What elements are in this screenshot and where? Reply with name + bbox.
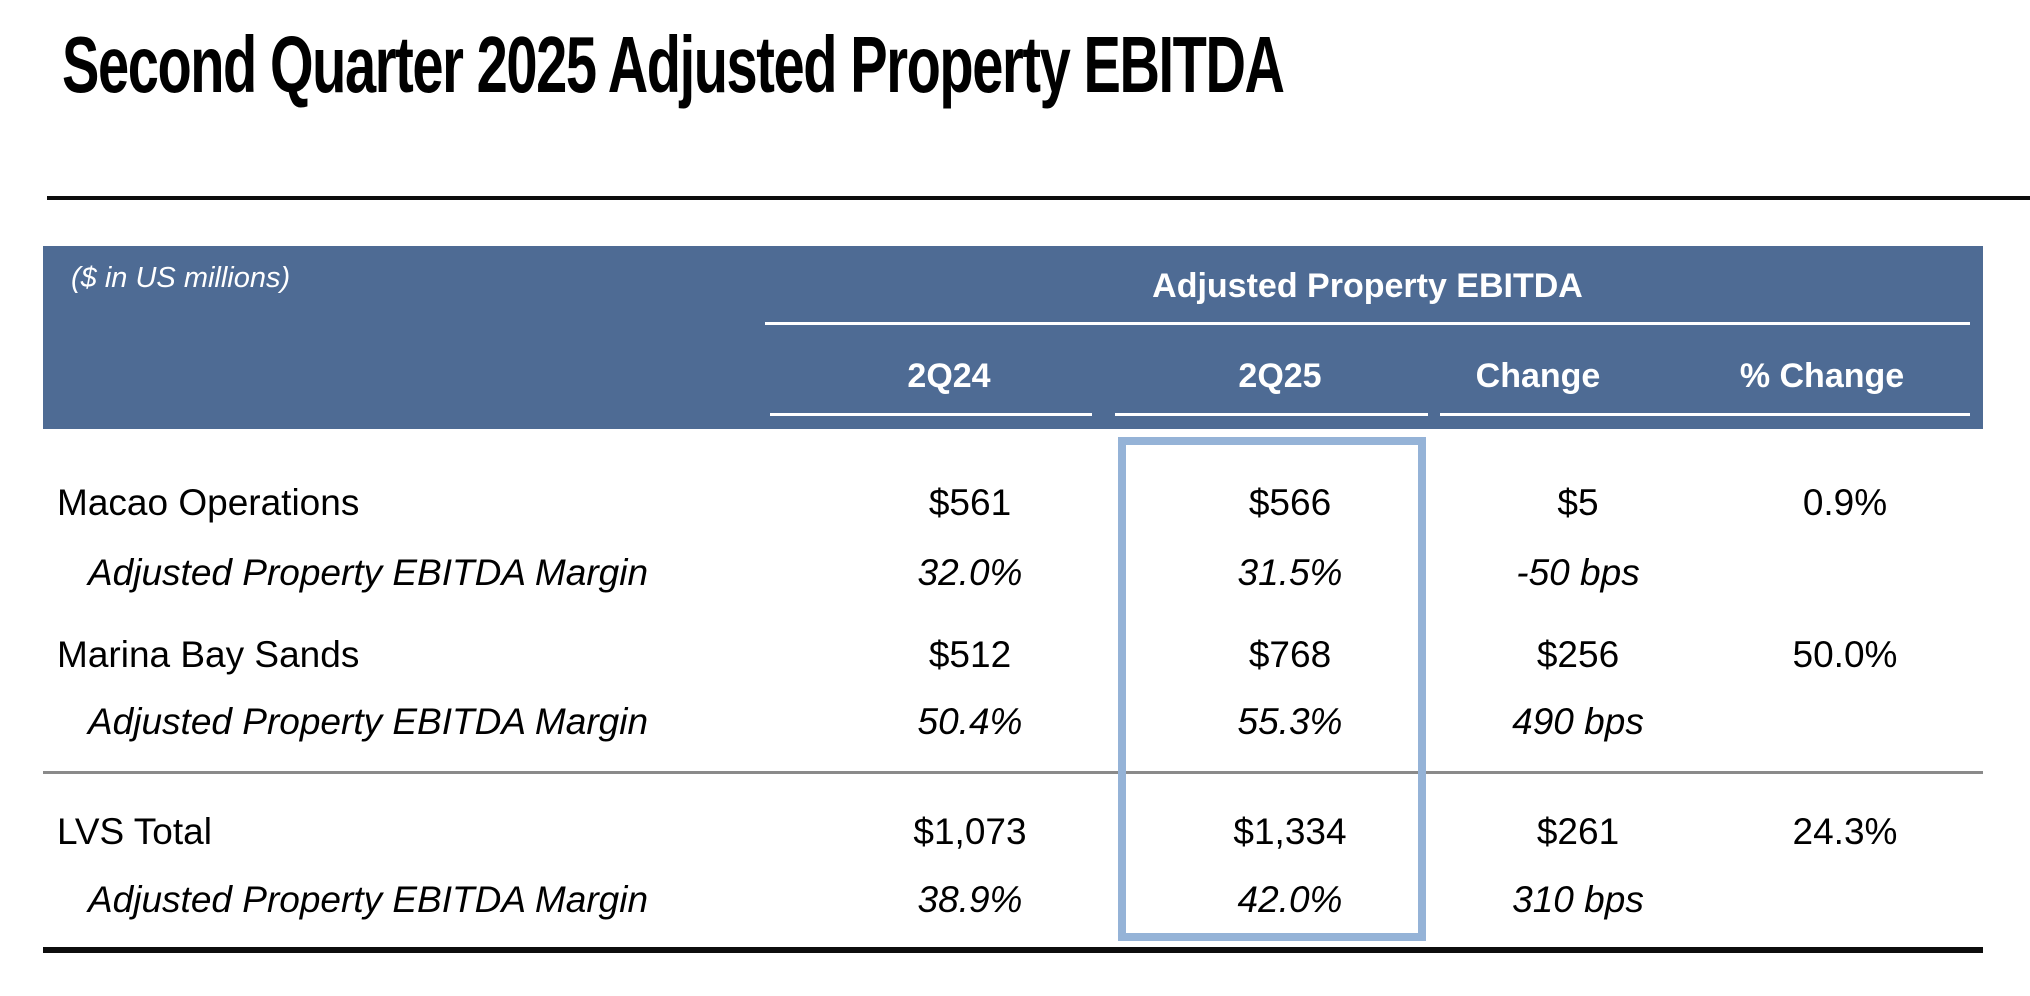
title-divider	[47, 196, 2030, 200]
cell-pct-change: 0.9%	[1802, 482, 1888, 523]
cell-change: 310 bps	[1512, 879, 1644, 920]
table-row-mbs: Marina Bay Sands $512 $768 $256 50.0%	[43, 620, 1983, 690]
column-header-pct-change: % Change	[1739, 357, 1905, 395]
cell-change: -50 bps	[1516, 552, 1640, 593]
group-header: Adjusted Property EBITDA	[1152, 267, 1583, 305]
cell-2q25: $566	[1248, 482, 1332, 523]
cell-pct-change	[1680, 538, 2010, 608]
table-header-band: ($ in US millions) Adjusted Property EBI…	[43, 246, 1983, 429]
table-row-lvs-total: LVS Total $1,073 $1,334 $261 24.3%	[43, 797, 1983, 867]
row-label: Macao Operations	[57, 482, 360, 523]
row-label: Marina Bay Sands	[57, 634, 360, 675]
table-row-lvs-total-margin: Adjusted Property EBITDA Margin 38.9% 42…	[43, 865, 1983, 935]
cell-2q25: $1,334	[1233, 811, 1347, 852]
cell-2q24: $561	[928, 482, 1012, 523]
cell-change: $261	[1536, 811, 1620, 852]
cell-2q24: 32.0%	[917, 552, 1023, 593]
cell-2q25: 42.0%	[1237, 879, 1343, 920]
cell-pct-change: 50.0%	[1792, 634, 1898, 675]
column-header-change: Change	[1475, 357, 1601, 395]
column-header-2q25: 2Q25	[1238, 357, 1322, 395]
cell-change: $256	[1536, 634, 1620, 675]
page-title: Second Quarter 2025 Adjusted Property EB…	[62, 20, 1285, 109]
section-divider	[43, 771, 1983, 774]
cell-change: $5	[1557, 482, 1599, 523]
table-row-mbs-margin: Adjusted Property EBITDA Margin 50.4% 55…	[43, 687, 1983, 757]
cell-change: 490 bps	[1512, 701, 1644, 742]
cell-2q24: $1,073	[913, 811, 1027, 852]
row-label: LVS Total	[57, 811, 212, 852]
table-row-macao-margin: Adjusted Property EBITDA Margin 32.0% 31…	[43, 538, 1983, 608]
cell-2q25: $768	[1248, 634, 1332, 675]
group-header-underline	[765, 322, 1970, 325]
row-label: Adjusted Property EBITDA Margin	[88, 552, 649, 593]
cell-pct-change	[1680, 687, 2010, 757]
column-header-2q24: 2Q24	[907, 357, 991, 395]
cell-2q25: 31.5%	[1237, 552, 1343, 593]
cell-pct-change: 24.3%	[1792, 811, 1898, 852]
column-underline-2q25	[1115, 413, 1428, 416]
cell-pct-change	[1680, 865, 2010, 935]
cell-2q24: 38.9%	[917, 879, 1023, 920]
cell-2q24: 50.4%	[917, 701, 1023, 742]
table-bottom-border	[43, 947, 1983, 953]
table-row-macao: Macao Operations $561 $566 $5 0.9%	[43, 468, 1983, 538]
row-label: Adjusted Property EBITDA Margin	[88, 879, 649, 920]
units-note: ($ in US millions)	[71, 262, 291, 294]
cell-2q25: 55.3%	[1237, 701, 1343, 742]
column-underline-change	[1440, 413, 1970, 416]
ebitda-table: ($ in US millions) Adjusted Property EBI…	[43, 246, 1983, 956]
column-underline-2q24	[770, 413, 1092, 416]
cell-2q24: $512	[928, 634, 1012, 675]
row-label: Adjusted Property EBITDA Margin	[88, 701, 649, 742]
